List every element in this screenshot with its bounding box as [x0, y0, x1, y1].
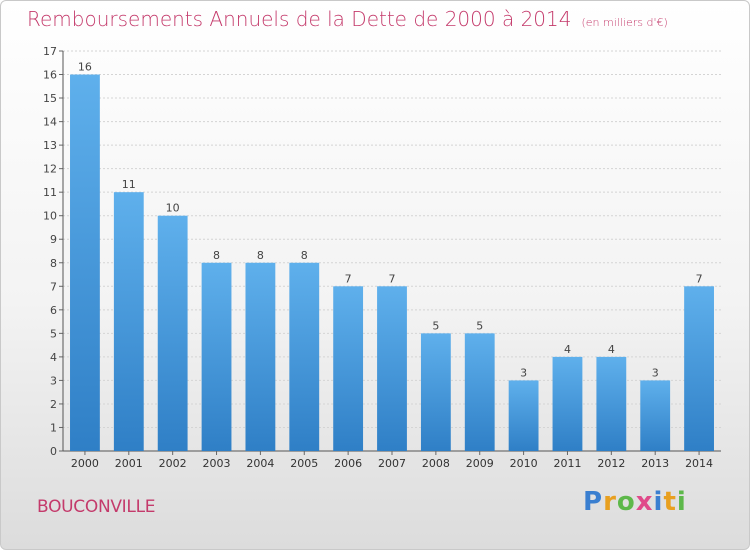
y-tick-label: 17 — [43, 45, 57, 58]
x-tick-label: 2004 — [246, 457, 274, 470]
chart-title-text: Remboursements Annuels de la Dette de 20… — [27, 7, 572, 31]
bar — [201, 262, 232, 451]
logo-letter: r — [603, 487, 617, 517]
x-tick-label: 2013 — [641, 457, 669, 470]
y-tick-label: 12 — [43, 163, 57, 176]
labels: 0123456789101112131415161716200011200110… — [43, 45, 713, 470]
y-tick-label: 14 — [43, 116, 57, 129]
x-tick-label: 2014 — [685, 457, 713, 470]
y-tick-label: 4 — [50, 351, 57, 364]
y-tick-label: 6 — [50, 304, 57, 317]
logo-letter: o — [616, 487, 636, 517]
x-tick-label: 2003 — [203, 457, 231, 470]
logo-letter: x — [635, 487, 654, 517]
logo-letter: i — [653, 487, 664, 517]
x-tick-label: 2009 — [466, 457, 494, 470]
data-label: 5 — [432, 319, 439, 332]
bar — [70, 74, 100, 451]
bar — [640, 380, 671, 451]
proxiti-logo: Proxiti — [583, 487, 687, 517]
bar — [508, 380, 539, 451]
bar — [113, 192, 144, 452]
y-tick-label: 10 — [43, 210, 57, 223]
y-tick-label: 11 — [43, 186, 57, 199]
chart-title: Remboursements Annuels de la Dette de 20… — [27, 7, 668, 31]
x-tick-label: 2006 — [334, 457, 362, 470]
y-tick-label: 3 — [50, 374, 57, 387]
x-tick-label: 2007 — [378, 457, 406, 470]
data-label: 8 — [301, 249, 308, 262]
data-label: 4 — [564, 343, 571, 356]
bar — [245, 262, 276, 451]
commune-name: BOUCONVILLE — [37, 497, 156, 517]
x-tick-label: 2011 — [553, 457, 581, 470]
data-label: 3 — [520, 366, 527, 379]
y-tick-label: 9 — [50, 233, 57, 246]
bar — [596, 356, 627, 451]
y-tick-label: 8 — [50, 257, 57, 270]
y-tick-label: 16 — [43, 69, 57, 82]
data-label: 10 — [166, 202, 180, 215]
y-tick-label: 1 — [50, 421, 57, 434]
x-tick-label: 2008 — [422, 457, 450, 470]
x-tick-label: 2012 — [597, 457, 625, 470]
data-label: 11 — [122, 178, 136, 191]
x-tick-label: 2010 — [510, 457, 538, 470]
data-label: 8 — [257, 249, 264, 262]
y-tick-label: 0 — [50, 445, 57, 458]
bar — [377, 286, 407, 451]
x-tick-label: 2005 — [290, 457, 318, 470]
bar — [464, 333, 495, 451]
data-label: 7 — [696, 272, 703, 285]
bar — [289, 262, 320, 451]
data-label: 8 — [213, 249, 220, 262]
bar — [333, 286, 364, 451]
data-label: 4 — [608, 343, 615, 356]
x-tick-label: 2001 — [115, 457, 143, 470]
data-label: 3 — [652, 366, 659, 379]
data-label: 16 — [78, 61, 92, 74]
logo-letter: t — [663, 487, 677, 517]
data-label: 7 — [345, 272, 352, 285]
bar — [684, 286, 714, 451]
y-tick-label: 13 — [43, 139, 57, 152]
bar — [552, 356, 583, 451]
y-tick-label: 15 — [43, 92, 57, 105]
x-tick-label: 2002 — [159, 457, 187, 470]
y-tick-label: 7 — [50, 280, 57, 293]
logo-letter: i — [676, 487, 687, 517]
bar — [420, 333, 451, 451]
x-tick-label: 2000 — [71, 457, 99, 470]
y-tick-label: 5 — [50, 327, 57, 340]
y-tick-label: 2 — [50, 398, 57, 411]
logo-letter: P — [583, 487, 604, 517]
bar — [157, 215, 188, 451]
chart-unit: (en milliers d'€) — [581, 16, 668, 29]
data-label: 7 — [389, 272, 396, 285]
data-label: 5 — [476, 319, 483, 332]
bars — [70, 74, 714, 452]
